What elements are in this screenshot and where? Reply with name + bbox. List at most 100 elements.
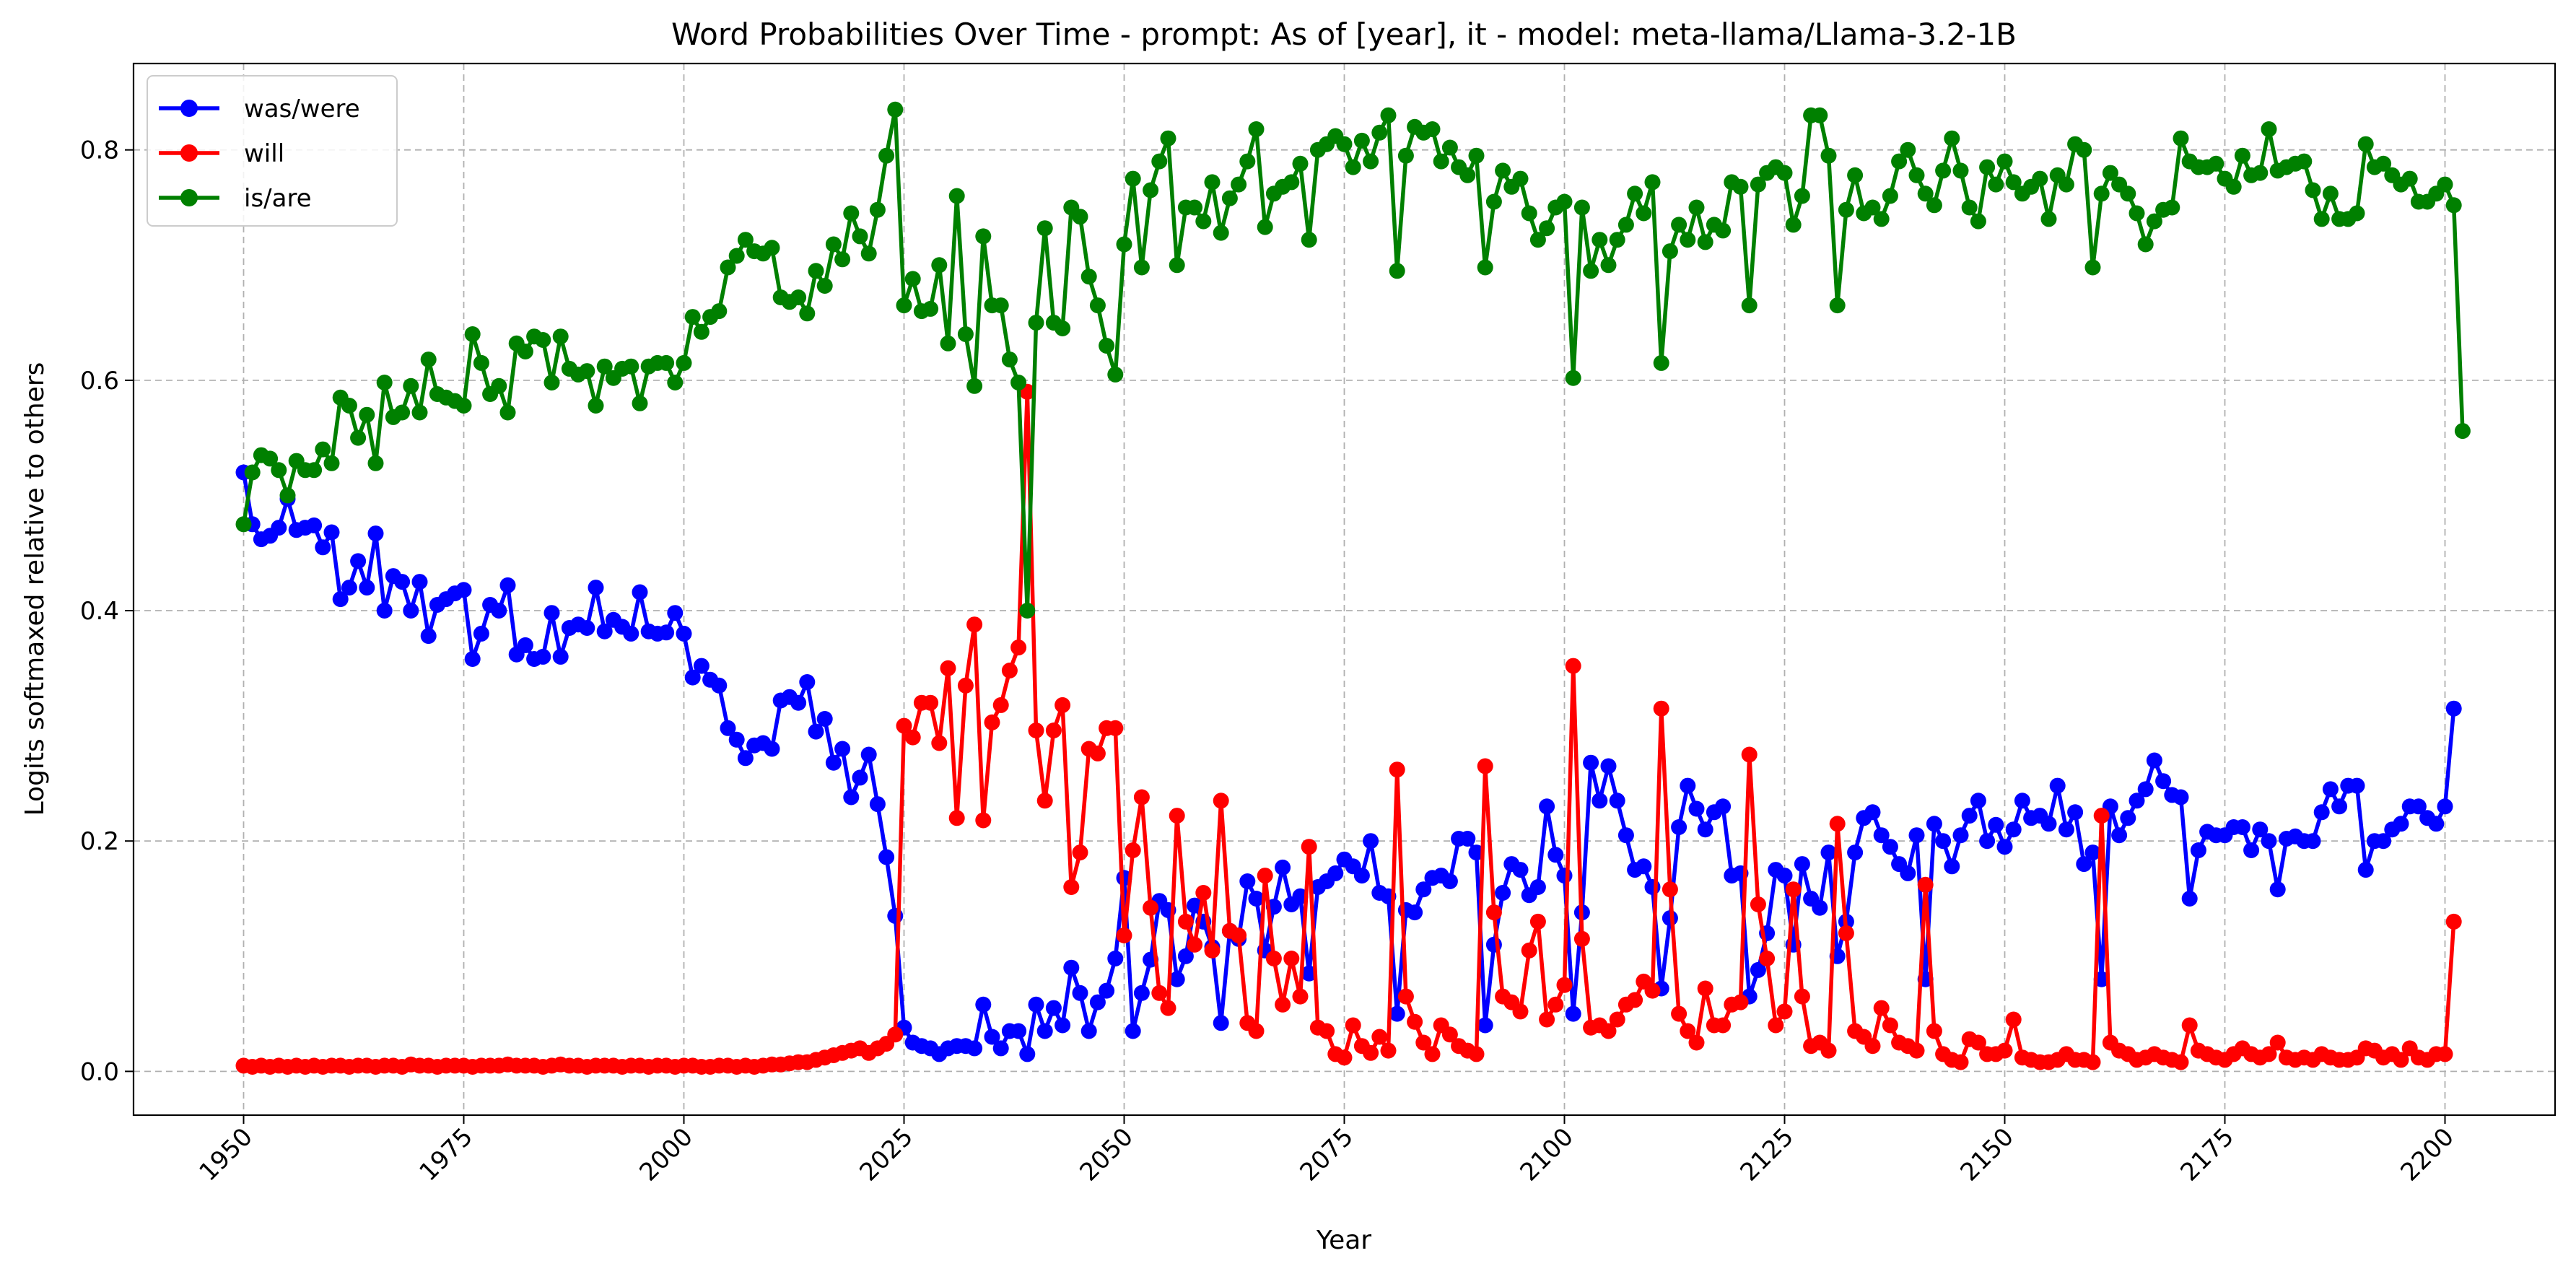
data-point — [359, 580, 375, 596]
data-point — [2181, 1017, 2198, 1034]
data-point — [491, 603, 507, 619]
data-point — [1099, 982, 1115, 999]
data-point — [1036, 1023, 1053, 1039]
data-point — [491, 377, 507, 394]
data-point — [2005, 821, 2022, 838]
data-point — [1996, 839, 2013, 855]
data-point — [2437, 176, 2453, 193]
data-point — [376, 603, 393, 619]
data-point — [271, 520, 287, 536]
data-point — [764, 741, 780, 757]
data-point — [1636, 205, 1652, 222]
data-point — [2322, 781, 2339, 798]
data-point — [2261, 833, 2277, 850]
data-point — [1063, 879, 1080, 895]
data-point — [896, 717, 912, 734]
data-point — [2084, 844, 2101, 861]
data-point — [984, 714, 1000, 730]
data-point — [341, 398, 357, 414]
data-point — [1697, 980, 1713, 997]
data-point — [1089, 745, 1106, 761]
data-point — [1371, 1029, 1388, 1045]
series-0 — [235, 464, 2462, 1062]
data-point — [1485, 193, 1502, 210]
data-point — [1644, 982, 1661, 999]
data-point — [1988, 176, 2004, 193]
data-point — [1045, 1000, 1062, 1016]
data-point — [2137, 236, 2154, 253]
data-point — [2393, 816, 2409, 832]
data-point — [1908, 167, 1925, 183]
data-point — [1319, 1023, 1335, 1039]
data-point — [411, 574, 428, 590]
data-point — [1662, 243, 1678, 260]
data-point — [2437, 1046, 2453, 1062]
data-point — [473, 354, 489, 371]
data-point — [2401, 170, 2418, 187]
series-group — [235, 101, 2471, 1075]
data-point — [2269, 881, 2286, 898]
data-point — [588, 580, 604, 596]
data-point — [693, 658, 710, 674]
data-point — [1397, 147, 1414, 164]
data-point — [535, 332, 551, 348]
data-point — [323, 455, 340, 471]
legend-label: will — [244, 139, 284, 168]
data-point — [350, 429, 367, 446]
data-point — [1160, 130, 1176, 147]
data-point — [1407, 904, 1423, 921]
data-point — [966, 377, 983, 394]
data-point — [1926, 197, 1942, 214]
data-point — [1732, 994, 1749, 1010]
data-point — [1573, 199, 1590, 216]
data-point — [2243, 842, 2260, 858]
data-point — [1829, 816, 1846, 832]
data-point — [1979, 159, 1996, 175]
data-point — [1036, 220, 1053, 237]
data-point — [1010, 375, 1027, 390]
data-point — [464, 651, 481, 667]
data-point — [816, 711, 833, 727]
data-point — [1441, 1026, 1458, 1043]
data-point — [1213, 1015, 1229, 1031]
data-point — [1688, 800, 1705, 817]
data-point — [2093, 185, 2110, 202]
data-point — [517, 344, 533, 359]
data-point — [1556, 868, 1573, 884]
data-point — [1239, 873, 1256, 889]
data-point — [596, 358, 613, 375]
data-point — [1556, 193, 1573, 210]
y-tick-label: 0.8 — [80, 136, 119, 165]
data-point — [1970, 793, 1986, 809]
data-point — [403, 603, 419, 619]
grid — [134, 64, 2555, 1115]
data-point — [1353, 132, 1370, 149]
data-point — [2331, 798, 2348, 815]
data-point — [1169, 971, 1185, 987]
data-point — [394, 574, 411, 590]
data-point — [1617, 217, 1634, 233]
data-point — [1397, 988, 1414, 1005]
data-point — [1495, 885, 1511, 901]
data-point — [271, 462, 287, 479]
legend-marker — [180, 144, 198, 162]
data-point — [1248, 121, 1265, 137]
data-point — [2445, 197, 2462, 214]
data-point — [1459, 831, 1476, 847]
data-point — [1715, 222, 1732, 239]
data-point — [1239, 153, 1256, 170]
data-point — [957, 326, 974, 342]
data-point — [1970, 213, 1986, 230]
series-1 — [235, 383, 2462, 1075]
data-point — [1477, 259, 1493, 276]
data-point — [341, 580, 357, 596]
data-point — [1688, 199, 1705, 216]
data-point — [2375, 155, 2392, 172]
data-point — [2120, 810, 2136, 826]
data-point — [2322, 185, 2339, 202]
data-point — [658, 624, 675, 641]
data-point — [1944, 130, 1960, 147]
data-point — [1847, 167, 1864, 183]
data-point — [1547, 996, 1564, 1013]
data-point — [764, 240, 780, 256]
